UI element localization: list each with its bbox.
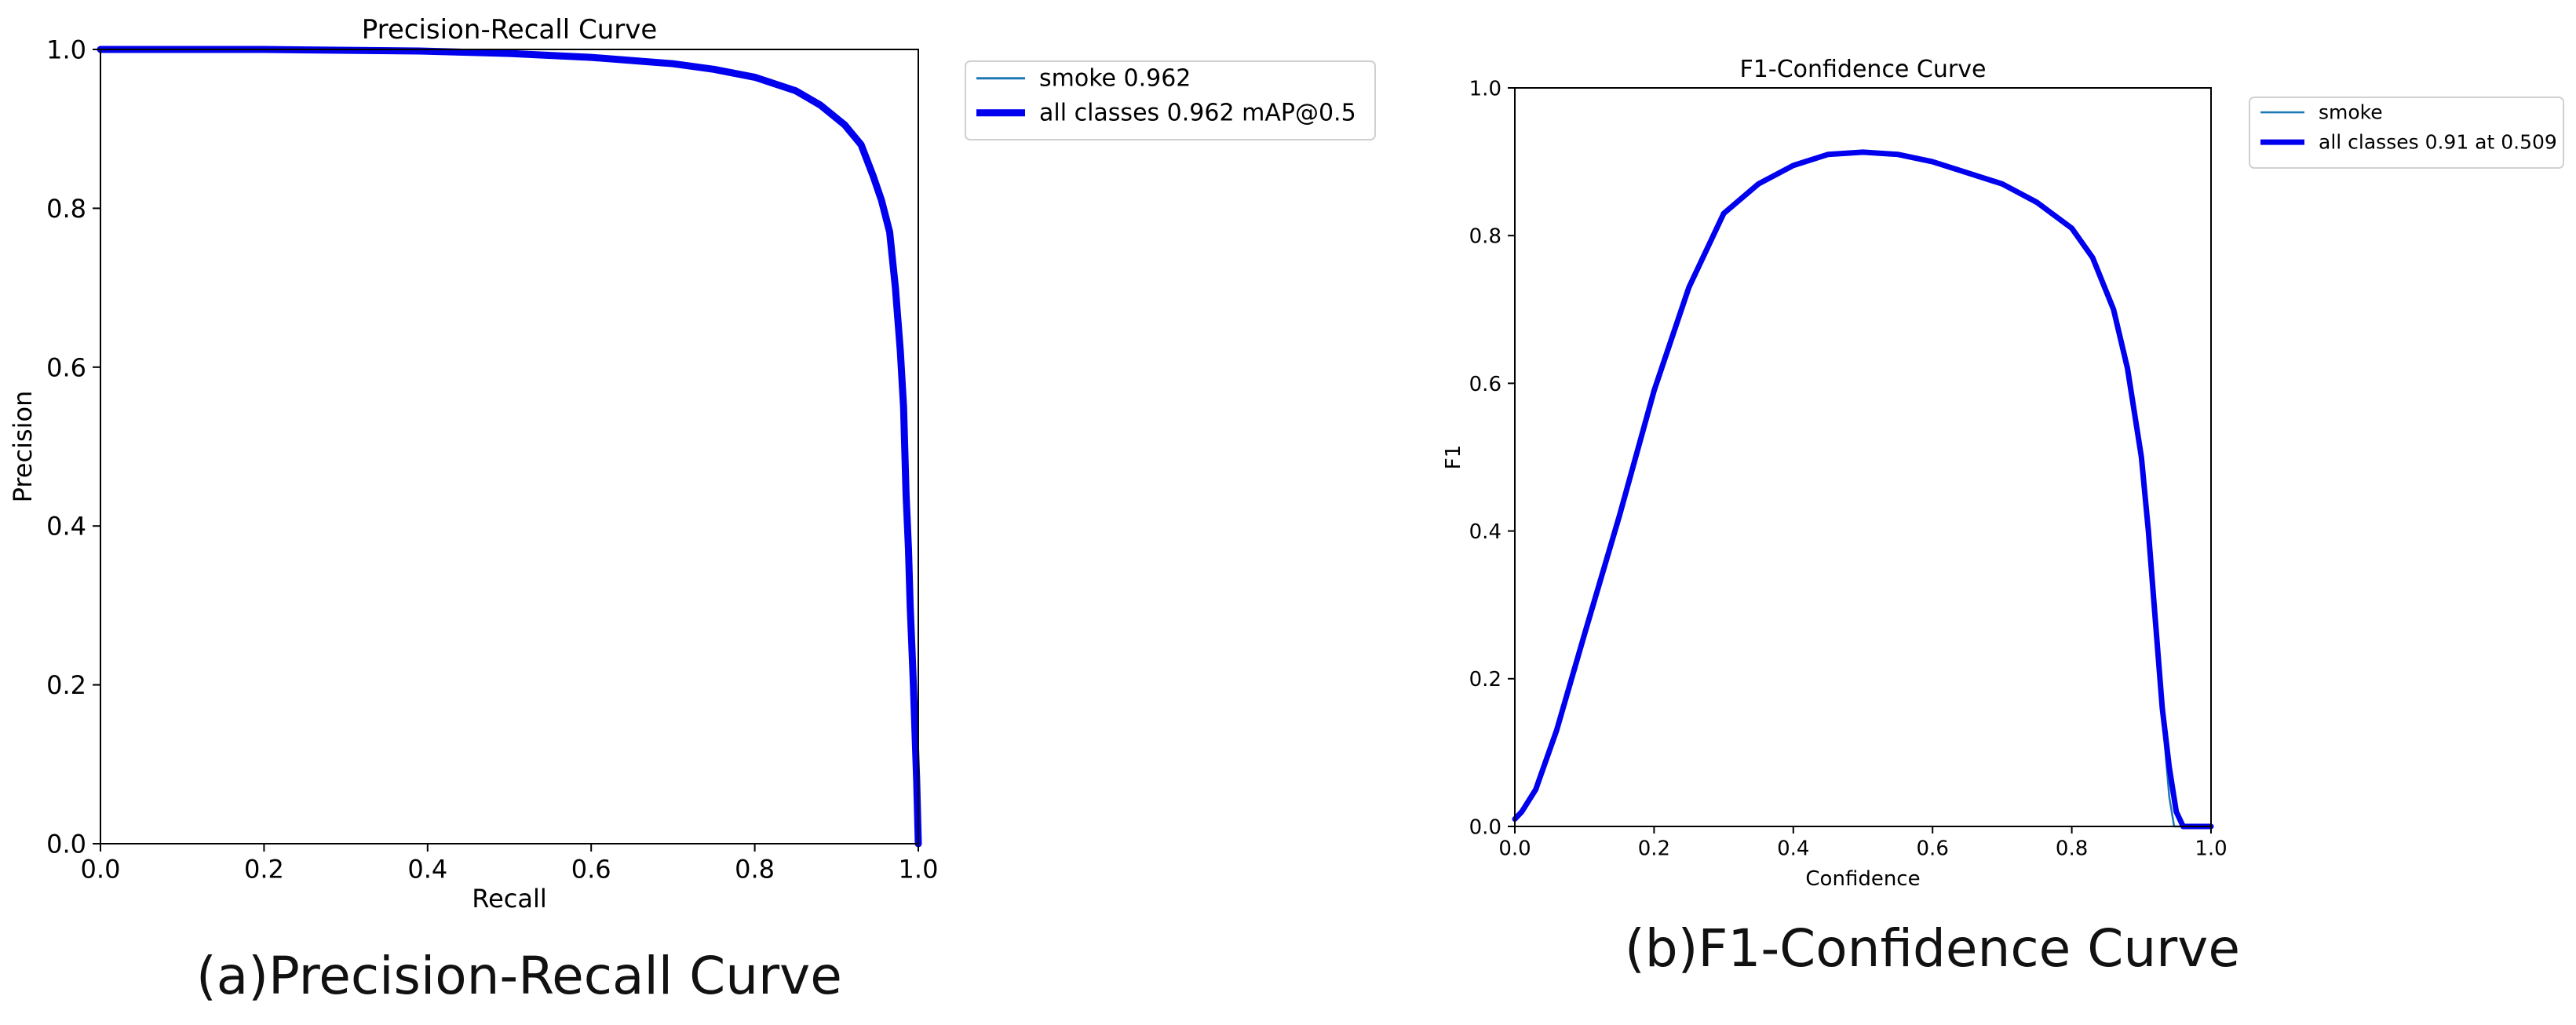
- pr-x-tick-label: 0.6: [571, 855, 611, 885]
- pr-y-tick-label: 0.4: [46, 512, 86, 542]
- f1-x-tick-label: 1.0: [2195, 837, 2227, 860]
- pr-legend-label: all classes 0.962 mAP@0.5: [1039, 100, 1356, 127]
- pr-plot-frame: [100, 49, 919, 844]
- pr-legend-box: [965, 60, 1376, 140]
- pr-y-tick-label: 0.8: [46, 194, 86, 224]
- pr-x-tick-label: 0.8: [735, 855, 775, 885]
- pr-y-tick-label: 0.2: [46, 670, 86, 700]
- pr-y-tick-label: 0.6: [46, 352, 86, 382]
- precision-recall-chart: 0.0 0.2 0.4 0.6 0.8 1.0 0.0 0.2 0.4 0.6 0.8 1.0 Prec…: [8, 14, 1376, 914]
- f1-series-line-1: [1512, 149, 2214, 830]
- f1-x-tick-label: 0.4: [1777, 837, 1809, 860]
- pr-x-tick-label: 1.0: [899, 855, 939, 885]
- pr-x-tick-label: 0.2: [244, 855, 284, 885]
- caption-f1-confidence: (b)F1-Confidence Curve: [1625, 918, 2240, 979]
- f1-confidence-chart: 0.0 0.2 0.4 0.6 0.8 1.0 0.0 0.2 0.4 0.6 0.8 1.0 F1-C…: [1442, 56, 2564, 891]
- f1-x-tick-label: 0.6: [1917, 837, 1949, 860]
- f1-legend-label: smoke: [2319, 100, 2383, 123]
- f1-y-tick-label: 0.6: [1469, 373, 1501, 396]
- pr-series-line-0: [99, 48, 920, 845]
- f1-y-axis-label: F1: [1442, 445, 1465, 470]
- f1-x-tick-label: 0.8: [2056, 837, 2088, 860]
- f1-y-tick-label: 0.8: [1469, 225, 1501, 249]
- pr-y-tick-label: 0.0: [46, 830, 86, 859]
- f1-legend-box: [2249, 97, 2564, 169]
- f1-series-line-0: [1513, 151, 2213, 828]
- f1-y-tick-label: 0.0: [1469, 815, 1501, 839]
- f1-y-tick-label: 1.0: [1469, 77, 1501, 100]
- pr-y-axis-label: Precision: [8, 391, 38, 503]
- pr-legend-label: smoke 0.962: [1039, 65, 1191, 93]
- f1-x-tick-label: 0.2: [1638, 837, 1670, 860]
- pr-y-tick-label: 1.0: [46, 35, 86, 65]
- pr-x-axis-label: Recall: [472, 884, 546, 914]
- f1-y-tick-label: 0.2: [1469, 668, 1501, 691]
- pr-x-tick-label: 0.0: [81, 855, 121, 885]
- f1-plot-frame: [1514, 87, 2212, 827]
- f1-y-tick-label: 0.4: [1469, 520, 1501, 544]
- f1-legend-label: all classes 0.91 at 0.509: [2319, 130, 2557, 153]
- f1-x-axis-label: Confidence: [1805, 867, 1920, 891]
- caption-precision-recall: (a)Precision-Recall Curve: [196, 946, 842, 1006]
- f1-x-tick-label: 0.0: [1498, 837, 1531, 860]
- f1-chart-title: F1-Confidence Curve: [1740, 56, 1987, 83]
- pr-x-tick-label: 0.4: [407, 855, 447, 885]
- pr-series-line-1: [97, 46, 922, 848]
- pr-chart-title: Precision-Recall Curve: [362, 14, 658, 46]
